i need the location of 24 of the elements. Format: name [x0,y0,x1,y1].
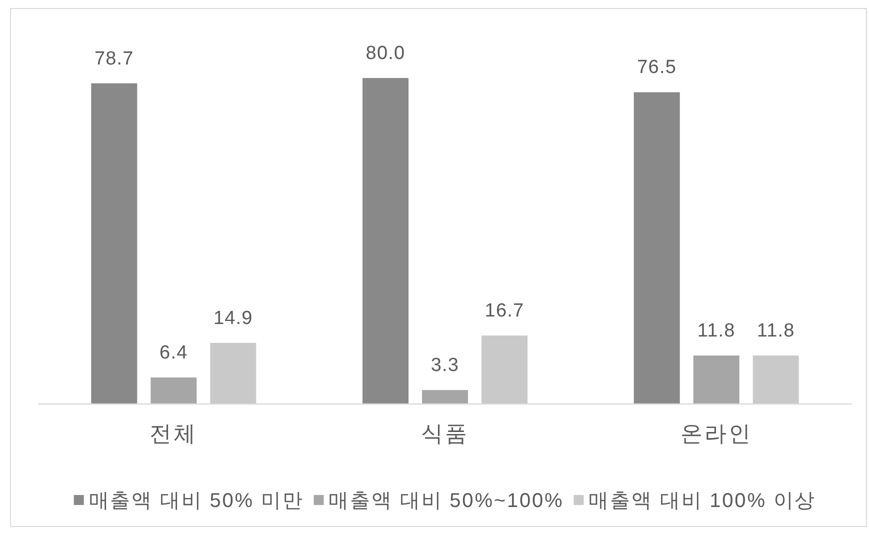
data-label: 16.7 [484,300,524,322]
legend-label: 매출액 대비 50% 미만 [88,490,304,512]
data-label: 76.5 [637,57,677,78]
x-tick-label: 전체 [150,421,198,446]
bar [91,83,138,404]
bar [752,355,799,404]
bar [422,390,468,404]
bar [362,78,408,404]
data-label: 6.4 [160,342,188,364]
bar [634,92,680,404]
bar [482,336,528,404]
data-label: 80.0 [366,43,406,64]
legend-label: 매출액 대비 50%~100% [328,490,564,512]
data-label: 78.7 [94,48,134,70]
data-label: 3.3 [430,355,460,376]
bar [693,355,740,404]
x-tick-label: 식품 [421,421,469,446]
data-label: 14.9 [213,308,253,329]
bar [150,377,197,404]
x-tick-label: 온라인 [680,421,752,446]
legend-label: 매출액 대비 100% 이상 [588,490,816,512]
data-label: 11.8 [756,320,795,342]
data-label: 11.8 [697,320,736,342]
bar [210,342,256,404]
